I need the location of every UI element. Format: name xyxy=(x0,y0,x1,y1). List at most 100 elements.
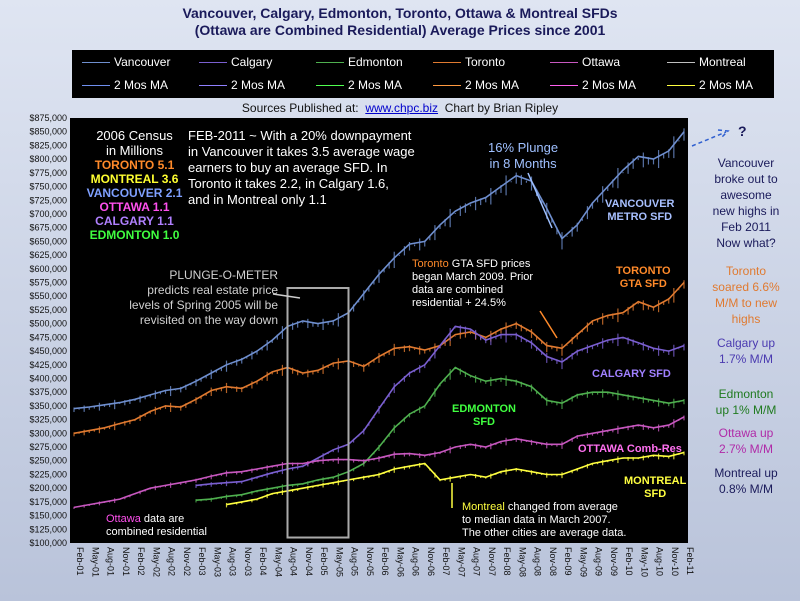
y-tick-label: $775,000 xyxy=(29,168,67,178)
legend-swatch xyxy=(550,85,578,86)
title-line-2: (Ottawa are Combined Residential) Averag… xyxy=(194,22,606,38)
x-tick-label: Feb-10 xyxy=(624,547,634,576)
y-tick-label: $300,000 xyxy=(29,428,67,438)
census-row: VANCOUVER 2.1 xyxy=(86,186,183,200)
legend: Vancouver Calgary Edmonton Toronto Ottawa Mon… xyxy=(72,50,774,98)
census-box: 2006 Census in Millions TORONTO 5.1 MONTR… xyxy=(82,128,187,242)
x-tick-label: Nov-06 xyxy=(426,547,436,576)
x-tick-label: Nov-04 xyxy=(304,547,314,576)
y-tick-label: $525,000 xyxy=(29,305,67,315)
y-tick-label: $475,000 xyxy=(29,332,67,342)
y-tick-label: $500,000 xyxy=(29,319,67,329)
x-tick-label: Aug-02 xyxy=(167,547,177,576)
y-tick-label: $400,000 xyxy=(29,373,67,383)
legend-label: Edmonton xyxy=(348,55,403,69)
x-tick-label: Nov-03 xyxy=(243,547,253,576)
legend-swatch xyxy=(82,62,110,63)
x-tick-label: Feb-08 xyxy=(502,547,512,576)
right-montreal-note: Montreal up 0.8% M/M xyxy=(714,466,778,496)
x-tick-label: Aug-03 xyxy=(228,547,238,576)
y-tick-label: $725,000 xyxy=(29,195,67,205)
montreal-note-city: Montreal xyxy=(462,501,505,513)
x-tick-label: Aug-09 xyxy=(594,547,604,576)
legend-label: 2 Mos MA xyxy=(582,78,637,92)
x-tick-label: Nov-02 xyxy=(182,547,192,576)
x-tick-label: Nov-05 xyxy=(365,547,375,576)
right-ottawa-note: Ottawa up 2.7% M/M xyxy=(718,426,774,456)
y-tick-label: $200,000 xyxy=(29,483,67,493)
legend-label: 2 Mos MA xyxy=(465,78,520,92)
y-tick-label: $875,000 xyxy=(29,113,67,123)
series-line-toronto xyxy=(73,281,685,435)
x-tick-label: Nov-08 xyxy=(548,547,558,576)
x-tick-label: Feb-07 xyxy=(441,547,451,576)
legend-swatch xyxy=(667,62,695,63)
montreal-note: Montreal changed from average to median … xyxy=(462,501,626,540)
chart-title: Vancouver, Calgary, Edmonton, Toronto, O… xyxy=(0,5,800,39)
plot-svg xyxy=(73,128,685,539)
ottawa-note: Ottawa data are combined residential xyxy=(106,513,207,539)
plunge-o-meter-note: PLUNGE-O-METER predicts real estate pric… xyxy=(129,268,278,327)
plot-area xyxy=(70,118,688,543)
x-tick-label: Feb-03 xyxy=(197,547,207,576)
series-line-vancouver xyxy=(73,131,685,410)
legend-swatch xyxy=(82,85,110,86)
y-tick-label: $600,000 xyxy=(29,264,67,274)
legend-label: Toronto xyxy=(465,55,506,69)
x-tick-label: May-02 xyxy=(151,547,161,577)
ottawa-note-city: Ottawa xyxy=(106,513,141,525)
legend-swatch xyxy=(316,62,344,63)
legend-label: 2 Mos MA xyxy=(699,78,754,92)
toronto-gta-arrow xyxy=(539,310,558,339)
legend-label: Vancouver xyxy=(114,55,171,69)
x-tick-label: Nov-09 xyxy=(609,547,619,576)
x-tick-label: Aug-06 xyxy=(411,547,421,576)
sources-link[interactable]: www.chpc.biz xyxy=(365,101,439,115)
toronto-gta-label: TORONTO GTA SFD xyxy=(616,265,671,290)
ottawa-note-text: data are combined residential xyxy=(106,513,207,538)
x-tick-label: Feb-09 xyxy=(563,547,573,576)
x-tick-label: Aug-04 xyxy=(289,547,299,576)
trend-arrow xyxy=(691,129,730,147)
x-tick-label: Aug-01 xyxy=(106,547,116,576)
sources-prefix: Sources Published at: xyxy=(241,101,359,115)
y-tick-label: $450,000 xyxy=(29,346,67,356)
y-tick-label: $100,000 xyxy=(29,538,67,548)
plunge-o-meter-box xyxy=(286,287,350,539)
x-tick-label: May-01 xyxy=(90,547,100,577)
x-tick-label: Feb-11 xyxy=(685,547,695,575)
census-rows: TORONTO 5.1 MONTREAL 3.6 VANCOUVER 2.1 OTTA… xyxy=(82,158,187,242)
y-tick-label: $825,000 xyxy=(29,140,67,150)
question-mark: ? xyxy=(738,123,747,139)
plunge-o-meter-arrow xyxy=(272,293,301,299)
title-line-1: Vancouver, Calgary, Edmonton, Toronto, O… xyxy=(182,5,618,21)
x-tick-label: Nov-01 xyxy=(121,547,131,576)
y-tick-label: $325,000 xyxy=(29,415,67,425)
edmonton-sfd-label: EDMONTON SFD xyxy=(452,403,516,428)
vancouver-metro-label: VANCOUVER METRO SFD xyxy=(605,198,675,223)
right-calgary-note: Calgary up 1.7% M/M xyxy=(716,336,776,366)
sources-suffix: Chart by Brian Ripley xyxy=(444,101,559,115)
y-tick-label: $650,000 xyxy=(29,236,67,246)
y-tick-label: $125,000 xyxy=(29,524,67,534)
legend-swatch xyxy=(316,85,344,86)
y-tick-label: $700,000 xyxy=(29,209,67,219)
ottawa-comb-label: OTTAWA Comb-Res xyxy=(578,443,682,455)
legend-swatch xyxy=(199,85,227,86)
y-tick-label: $750,000 xyxy=(29,182,67,192)
x-tick-label: May-05 xyxy=(334,547,344,577)
census-row: EDMONTON 1.0 xyxy=(89,228,180,242)
y-tick-label: $375,000 xyxy=(29,387,67,397)
legend-swatch xyxy=(433,85,461,86)
legend-label: 2 Mos MA xyxy=(114,78,169,92)
series-line-edmonton xyxy=(195,366,685,501)
y-tick-label: $175,000 xyxy=(29,497,67,507)
y-tick-label: $250,000 xyxy=(29,456,67,466)
right-vancouver-note: Vancouver broke out to awesome new highs… xyxy=(712,156,780,250)
legend-swatch xyxy=(550,62,578,63)
census-row: MONTREAL 3.6 xyxy=(90,172,179,186)
x-tick-label: Feb-04 xyxy=(258,547,268,576)
right-edmonton-note: Edmonton up 1% M/M xyxy=(715,387,777,417)
legend-label: 2 Mos MA xyxy=(231,78,286,92)
